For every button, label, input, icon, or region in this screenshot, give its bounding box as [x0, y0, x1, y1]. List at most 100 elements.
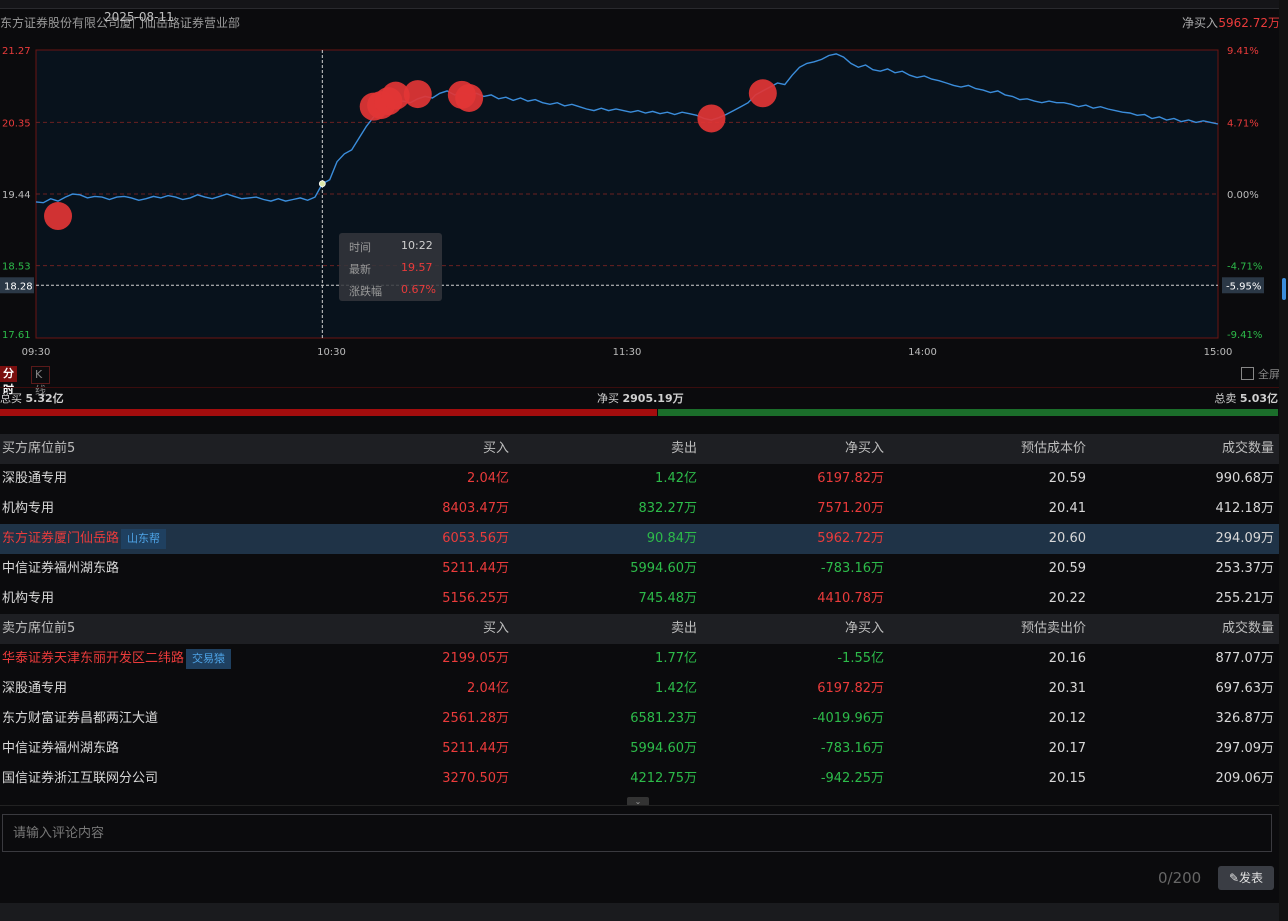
- seat-name-text[interactable]: 深股通专用: [2, 471, 68, 486]
- tooltip-time: 10:22: [401, 239, 433, 252]
- sell-amount: 1.42亿: [655, 471, 697, 486]
- y-tick-right: 0.00%: [1227, 190, 1259, 201]
- date-label[interactable]: 2025-08-11: [104, 10, 174, 24]
- table-row[interactable]: 华泰证券天津东丽开发区二纬路 交易猿 2199.05万 1.77亿 -1.55亿 20.1…: [0, 644, 1288, 674]
- total-sell-label: 总卖: [1214, 392, 1237, 405]
- sell-amount: 5994.60万: [630, 741, 697, 756]
- seat-name[interactable]: 中信证券福州湖东路: [2, 554, 119, 584]
- sell-amount: 5994.60万: [630, 561, 697, 576]
- scrollbar[interactable]: [1279, 0, 1288, 921]
- net-buy-value: 5962.72万: [1218, 16, 1280, 30]
- y-tick-right: -9.41%: [1227, 330, 1262, 341]
- y-tick-left: 20.35: [2, 118, 31, 129]
- header-net[interactable]: 净买入: [844, 621, 884, 636]
- x-tick: 10:30: [317, 347, 346, 358]
- seat-tag[interactable]: 交易猿: [186, 648, 232, 669]
- header-net[interactable]: 净买入: [844, 441, 884, 456]
- trade-marker: [44, 202, 73, 231]
- volume: 877.07万: [1215, 651, 1275, 666]
- table-row[interactable]: 深股通专用 2.04亿 1.42亿 6197.82万 20.31 697.63万: [0, 674, 1288, 704]
- net-amount: -1.55亿: [837, 651, 884, 666]
- separator: [0, 387, 1288, 388]
- seat-name-text[interactable]: 国信证券浙江互联网分公司: [2, 771, 159, 786]
- price: 20.41: [1048, 501, 1086, 516]
- seat-tag[interactable]: 山东帮: [121, 528, 167, 549]
- fullscreen-icon: [1241, 367, 1254, 380]
- crosshair-pct: -5.95%: [1226, 281, 1261, 292]
- y-tick-right: -4.71%: [1227, 262, 1262, 273]
- trade-marker: [381, 81, 410, 110]
- header-buy[interactable]: 买入: [482, 441, 509, 456]
- price: 20.59: [1048, 471, 1086, 486]
- seat-name-text[interactable]: 华泰证券天津东丽开发区二纬路: [2, 651, 185, 666]
- price: 20.16: [1048, 651, 1086, 666]
- buy-amount: 6053.56万: [442, 531, 509, 546]
- table-row[interactable]: 机构专用 5156.25万 745.48万 4410.78万 20.22 255.21万: [0, 584, 1288, 614]
- sell-amount: 745.48万: [638, 591, 698, 606]
- table-row[interactable]: 机构专用 8403.47万 832.27万 7571.20万 20.41 412.18万: [0, 494, 1288, 524]
- seat-name-text[interactable]: 深股通专用: [2, 681, 68, 696]
- net-amount: 6197.82万: [817, 681, 884, 696]
- header-cost[interactable]: 预估成本价: [1020, 441, 1086, 456]
- table-row[interactable]: 中信证券福州湖东路 5211.44万 5994.60万 -783.16万 20.59 25…: [0, 554, 1288, 584]
- seat-name[interactable]: 国信证券浙江互联网分公司: [2, 764, 158, 794]
- volume: 697.63万: [1215, 681, 1275, 696]
- comment-input[interactable]: 请输入评论内容: [2, 814, 1272, 852]
- header-volume[interactable]: 成交数量: [1221, 621, 1274, 636]
- seat-name[interactable]: 深股通专用: [2, 674, 67, 704]
- buy-amount: 3270.50万: [442, 771, 509, 786]
- net-amount: 6197.82万: [817, 471, 884, 486]
- price: 20.59: [1048, 561, 1086, 576]
- seat-name[interactable]: 东方财富证券昌都两江大道: [2, 704, 158, 734]
- y-tick-left: 17.61: [2, 330, 31, 341]
- collapse-toggle[interactable]: ⌄: [627, 797, 649, 806]
- seat-name-text[interactable]: 中信证券福州湖东路: [2, 741, 120, 756]
- tooltip-latest: 19.57: [401, 261, 433, 274]
- header-buy[interactable]: 买入: [482, 621, 509, 636]
- buy-amount: 5156.25万: [442, 591, 509, 606]
- header-sell[interactable]: 卖出: [670, 621, 697, 636]
- seat-name-text[interactable]: 机构专用: [2, 501, 55, 516]
- post-button[interactable]: ✎发表: [1218, 866, 1274, 890]
- header-volume[interactable]: 成交数量: [1221, 441, 1274, 456]
- sell-ratio-bar: [658, 409, 1278, 416]
- seat-name-text[interactable]: 中信证券福州湖东路: [2, 561, 120, 576]
- intraday-chart[interactable]: 21.27 9.41% 20.35 4.71% 19.44 0.00% 18.53 -4.71…: [0, 44, 1288, 364]
- crosshair-price-box: [0, 277, 34, 294]
- price: 20.22: [1048, 591, 1086, 606]
- table-row[interactable]: 国信证券浙江互联网分公司 3270.50万 4212.75万 -942.25万 20.1…: [0, 764, 1288, 794]
- total-sell: 总卖 5.03亿: [1214, 390, 1278, 406]
- seat-name[interactable]: 东方证券厦门仙岳路 山东帮: [2, 524, 167, 554]
- seat-name[interactable]: 华泰证券天津东丽开发区二纬路 交易猿: [2, 644, 232, 674]
- post-label: 发表: [1239, 871, 1264, 885]
- table-row[interactable]: 东方财富证券昌都两江大道 2561.28万 6581.23万 -4019.96万 20.…: [0, 704, 1288, 734]
- tab-minute[interactable]: 分时: [0, 366, 17, 396]
- seat-name[interactable]: 机构专用: [2, 494, 54, 524]
- header-seat: 买方席位前5: [2, 441, 76, 456]
- x-tick: 11:30: [613, 347, 642, 358]
- tab-kline[interactable]: K线: [31, 366, 50, 397]
- seat-name[interactable]: 深股通专用: [2, 464, 67, 494]
- fullscreen-button[interactable]: 全屏: [1241, 366, 1280, 382]
- net-amount: -783.16万: [820, 561, 884, 576]
- y-tick-right: 9.41%: [1227, 46, 1259, 57]
- seat-name-text[interactable]: 东方财富证券昌都两江大道: [2, 711, 159, 726]
- seat-name[interactable]: 机构专用: [2, 584, 54, 614]
- info-bar: 东方证券股份有限公司厦门仙岳路证券营业部 2025-08-11 净买入 5962…: [0, 8, 1288, 44]
- y-tick-left: 21.27: [2, 46, 31, 57]
- net-buy-label: 净买入: [1181, 16, 1218, 30]
- table-row[interactable]: 东方证券厦门仙岳路 山东帮 6053.56万 90.84万 5962.72万 20.60 2…: [0, 524, 1288, 554]
- table-row[interactable]: 深股通专用 2.04亿 1.42亿 6197.82万 20.59 990.68万: [0, 464, 1288, 494]
- seat-name-text[interactable]: 机构专用: [2, 591, 55, 606]
- volume: 990.68万: [1215, 471, 1275, 486]
- table-row[interactable]: 中信证券福州湖东路 5211.44万 5994.60万 -783.16万 20.17 29…: [0, 734, 1288, 764]
- seat-name[interactable]: 中信证券福州湖东路: [2, 734, 119, 764]
- total-buy-label: 总买: [0, 392, 22, 405]
- header-sell[interactable]: 卖出: [670, 441, 697, 456]
- chart-svg[interactable]: 21.27 9.41% 20.35 4.71% 19.44 0.00% 18.53 -4.71…: [0, 44, 1288, 364]
- volume: 255.21万: [1215, 591, 1275, 606]
- scrollbar-thumb[interactable]: [1282, 278, 1286, 300]
- buy-amount: 2.04亿: [467, 471, 509, 486]
- header-price[interactable]: 预估卖出价: [1020, 621, 1086, 636]
- seat-name-text[interactable]: 东方证券厦门仙岳路: [2, 531, 120, 546]
